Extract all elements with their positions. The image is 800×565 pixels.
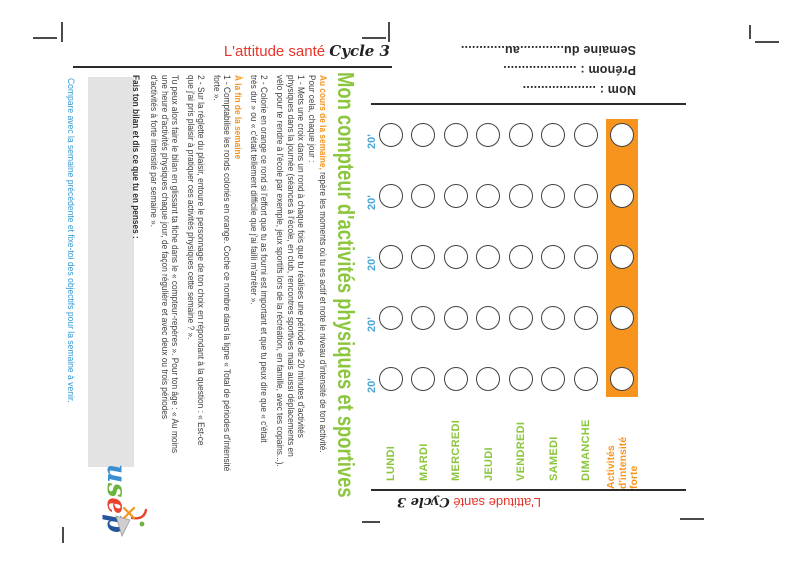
activity-circle[interactable] (508, 122, 533, 147)
usep-logo: usep (101, 464, 148, 538)
identity-form: Nom : .................... Prénom : ....… (440, 40, 636, 100)
day-label-mercredi: MERCREDI (450, 419, 462, 481)
instruction-line: très dur » ou « c'était tellement diffic… (248, 75, 259, 305)
day-label-vendredi: VENDREDI (515, 421, 527, 481)
strong-intensity-label-line: forte (628, 465, 640, 489)
crop-mark (680, 518, 704, 520)
instruction-line: Pour cela, chaque jour : (307, 75, 317, 163)
crop-mark (362, 37, 386, 39)
strong-activity-circle[interactable] (609, 244, 634, 269)
crop-mark (62, 527, 64, 543)
crop-mark (388, 22, 390, 42)
strong-activity-circle[interactable] (609, 122, 634, 147)
brand-title: L'attitude santé (223, 43, 326, 60)
instruction-line: 1 - Mets une croix dans un rond à chaque… (296, 75, 306, 438)
period-20min-label: 20' (366, 378, 378, 393)
activity-circle[interactable] (573, 305, 598, 330)
activity-circle[interactable] (541, 244, 565, 269)
activity-circle[interactable] (411, 366, 435, 391)
compare-advice-text: Compare avec la semaine précédente et fi… (66, 78, 76, 403)
activity-circle[interactable] (443, 122, 468, 147)
footer-brand-cycle: Cycle 3 (396, 494, 450, 509)
day-label-mardi: MARDI (417, 443, 430, 481)
activity-circle[interactable] (573, 366, 598, 391)
activity-circle[interactable] (411, 244, 435, 269)
firstname-field[interactable]: Prénom : .................... (503, 63, 636, 77)
grid-footer-brand: L'attitude santé Cycle 3 (383, 494, 541, 510)
period-20min-label: 20' (366, 134, 378, 149)
activity-circle[interactable] (476, 183, 500, 208)
crop-mark (33, 37, 57, 39)
instruction-line: que j'ai pris plaisir à pratiquer ces ac… (185, 75, 196, 340)
activity-circle[interactable] (378, 122, 403, 147)
activity-circle[interactable] (476, 366, 500, 391)
week-dates-field[interactable]: Semaine du............au............ (460, 43, 636, 57)
strong-intensity-label-line: d'intensité (616, 436, 629, 489)
activity-circle[interactable] (508, 305, 533, 330)
period-20min-label: 20' (366, 317, 378, 332)
activity-circle[interactable] (443, 366, 468, 391)
activity-circle[interactable] (573, 183, 598, 208)
instruction-line: 2 - Sur la réglette du plaisir, entoure … (196, 75, 206, 446)
activity-circle[interactable] (411, 305, 435, 330)
instruction-line: une heure d'activités physiques chaque j… (159, 75, 170, 420)
instruction-line: Tu peux alors faire le bilan en glissant… (170, 75, 180, 454)
activity-circle[interactable] (411, 183, 435, 208)
day-label-samedi: SAMEDI (547, 436, 560, 481)
activity-circle[interactable] (378, 244, 403, 269)
activity-circle[interactable] (573, 244, 598, 269)
activity-circle[interactable] (443, 244, 468, 269)
activity-circle[interactable] (443, 305, 468, 330)
footer-brand-title: L'attitude santé (453, 495, 541, 510)
page-title: L'attitude santé Cycle 3 (73, 42, 390, 60)
activity-circle[interactable] (443, 183, 468, 208)
instruction-line: forte ». (211, 75, 222, 101)
activity-circle[interactable] (508, 366, 533, 391)
period-20min-label: 20' (366, 256, 378, 271)
intro-highlight: Au cours de la semaine, (318, 75, 328, 170)
main-title: Mon compteur d'activités physiques et sp… (333, 72, 359, 498)
instruction-line: À la fin de la semaine (233, 75, 243, 160)
activity-circle[interactable] (476, 305, 500, 330)
day-label-lundi: LUNDI (385, 445, 397, 481)
brand-cycle: Cycle 3 (329, 42, 390, 60)
activity-circle[interactable] (573, 122, 598, 147)
period-20min-label: 20' (366, 195, 378, 210)
activity-circle[interactable] (378, 366, 403, 391)
activity-circle[interactable] (508, 244, 533, 269)
crop-mark (61, 22, 63, 42)
name-field[interactable]: Nom : .................... (522, 83, 636, 97)
review-answer-box[interactable] (88, 77, 134, 467)
instruction-line: Au cours de la semaine, repère les momen… (318, 75, 328, 453)
header-rule (73, 66, 392, 68)
instruction-line: 2 - Colorie en orange ce rond si l'effor… (259, 75, 269, 443)
activity-circle[interactable] (476, 122, 500, 147)
instruction-line: d'activités à forte intensité par semain… (149, 75, 159, 228)
activity-circle[interactable] (411, 122, 435, 147)
activity-circle[interactable] (541, 305, 565, 330)
instruction-line: physiques dans la journée (séances à l'é… (285, 75, 296, 457)
crop-mark (362, 521, 380, 523)
activity-circle[interactable] (541, 122, 565, 147)
strong-intensity-label-line: Activités (605, 445, 617, 489)
day-label-dimanche: DIMANCHE (580, 419, 592, 481)
instruction-line: Fais ton bilan et dis ce que tu en pense… (131, 75, 141, 239)
strong-activity-circle[interactable] (609, 183, 634, 208)
activity-circle[interactable] (378, 305, 403, 330)
activity-circle[interactable] (508, 183, 533, 208)
crop-mark (749, 25, 751, 39)
day-label-jeudi: JEUDI (482, 447, 495, 481)
activity-circle[interactable] (476, 244, 500, 269)
activity-circle[interactable] (541, 366, 565, 391)
activity-circle[interactable] (541, 183, 565, 208)
crop-mark (755, 41, 779, 43)
instruction-line: 1 - Comptabilise les ronds coloriés en o… (222, 75, 232, 472)
grid-top-border (371, 103, 686, 105)
activity-circle[interactable] (378, 183, 403, 208)
strong-activity-circle[interactable] (609, 305, 634, 330)
strong-activity-circle[interactable] (609, 366, 634, 391)
grid-bottom-border (371, 489, 686, 491)
instruction-line: vélo pour te rendre à l'école par exempl… (275, 75, 285, 467)
